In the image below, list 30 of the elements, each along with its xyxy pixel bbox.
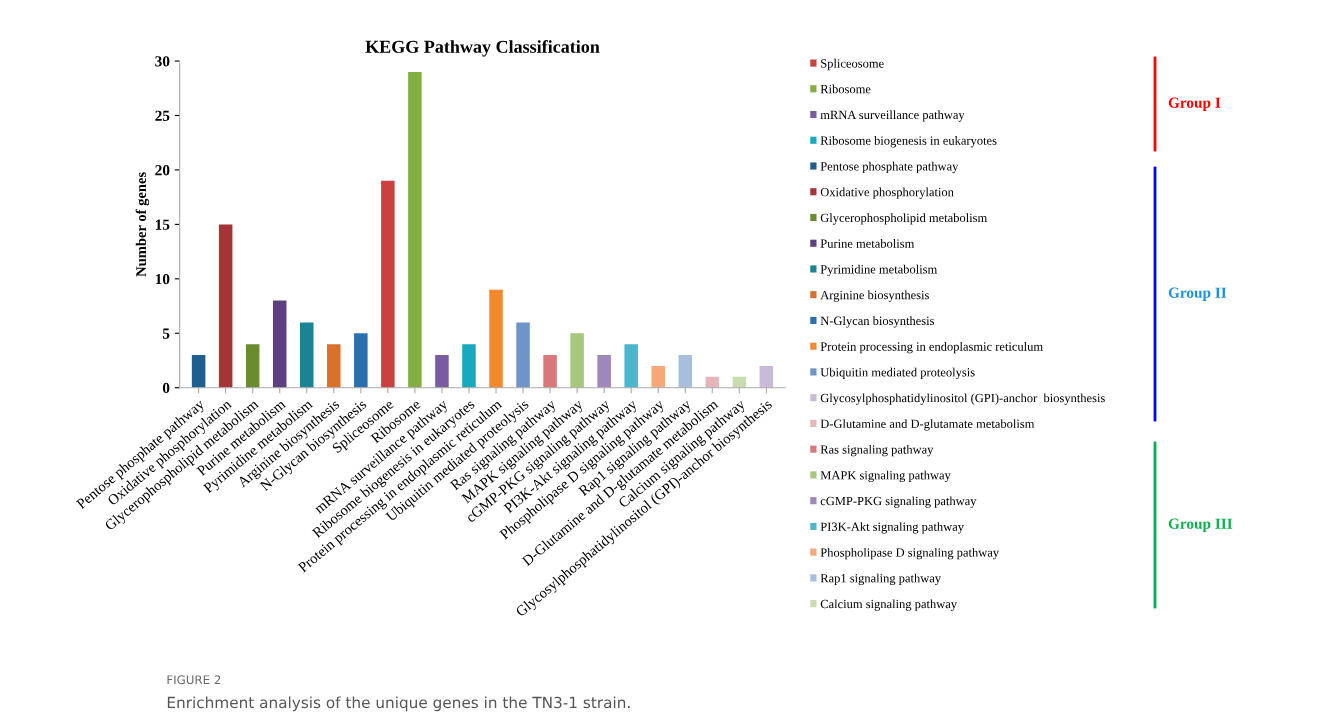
legend-label: Pyrimidine metabolism [820, 264, 938, 277]
legend-label: Rap1 signaling pathway [820, 573, 942, 586]
legend-label: Ribosome biogenesis in eukaryotes [820, 136, 997, 148]
legend-label: Calcium signaling pathway [820, 599, 957, 611]
text: Group II [1168, 287, 1227, 301]
legend-label: Ubiquitin mediated proteolysis [820, 367, 975, 380]
legend-label: Pentose phosphate pathway [820, 161, 959, 174]
legend-label: Ribosome [820, 84, 871, 94]
chart-title: KEGG Pathway Classification [365, 39, 600, 57]
y-axis-title: Number of genes [135, 172, 150, 277]
y-tick-label: 5 [162, 328, 170, 339]
legend-label: Oxidative phosphorylation [820, 187, 954, 199]
legend-label: Glycerophospholipid metabolism [820, 213, 988, 225]
y-tick-label: 30 [155, 56, 170, 67]
text: Group I [1168, 97, 1221, 111]
text: Enrichment analysis of the unique genes in the TN3-1 strain. [167, 696, 630, 712]
legend-label: Protein processing in endoplasmic reticulum [820, 341, 1043, 354]
legend-label: Arginine biosynthesis [820, 290, 929, 302]
legend-label: mRNA surveillance pathway [820, 110, 965, 122]
legend-label: N-Glycan biosynthesis [820, 316, 935, 328]
legend-label: Purine metabolism [820, 239, 915, 248]
y-tick-label: 25 [155, 110, 170, 121]
text: Group III [1168, 518, 1233, 532]
legend-label: Phospholipase D signaling pathway [820, 547, 1000, 560]
y-tick-label: 20 [155, 165, 170, 176]
y-tick-label: 15 [155, 219, 170, 230]
legend-label: Spliceosome [821, 58, 884, 71]
y-tick-label: 10 [155, 273, 170, 285]
y-tick-label: 0 [162, 382, 170, 394]
caption: FIGURE 2 [167, 675, 221, 685]
